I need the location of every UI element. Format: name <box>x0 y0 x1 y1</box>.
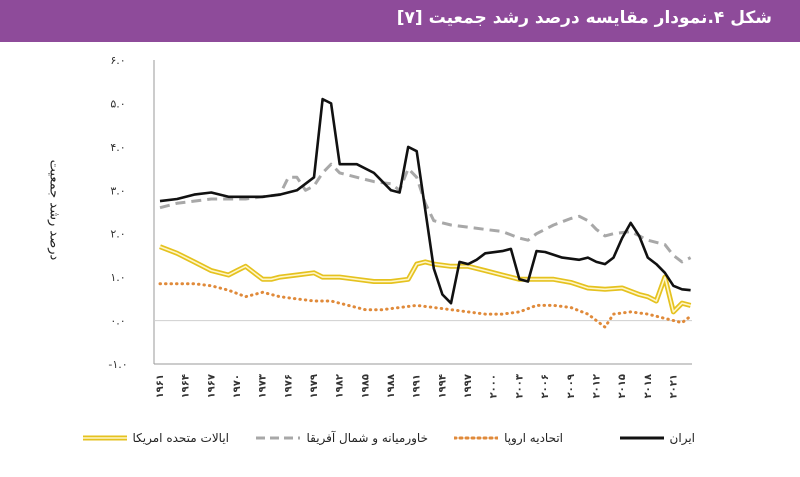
x-tick-label: ۱۹۷۳ <box>258 374 269 398</box>
legend-swatch-mena <box>256 436 301 440</box>
y-tick-label: ۶.۰ <box>110 54 125 67</box>
x-tick-label: ۲۰۱۲ <box>591 374 602 398</box>
legend-swatch-usa <box>82 435 127 441</box>
chart-header-bar: شکل ۴.نمودار مقایسه درصد رشد جمعیت [۷] <box>0 0 800 42</box>
series-layer <box>158 97 693 330</box>
legend-swatch-iran <box>619 436 664 440</box>
x-tick-label: ۱۹۹۴ <box>437 374 448 398</box>
y-tick-label: -۱.۰ <box>108 358 127 371</box>
y-tick-label: ۱.۰ <box>110 271 125 284</box>
series-line-usa-inner <box>159 245 691 313</box>
x-tick-label: ۲۰۰۶ <box>540 374 551 398</box>
legend-label-mena: خاورمیانه و شمال آفریقا <box>306 431 428 445</box>
x-tick-label: ۲۰۲۱ <box>668 374 679 398</box>
x-tick-label: ۱۹۶۴ <box>181 374 192 398</box>
x-tick-label: ۱۹۹۷ <box>463 374 474 398</box>
legend-item-eu: اتحادیه اروپا <box>454 428 563 448</box>
x-tick-label: ۱۹۹۱ <box>412 374 423 398</box>
legend-swatch-eu <box>454 436 499 440</box>
x-tick-label: ۲۰۱۸ <box>643 374 654 398</box>
y-tick-label: ۲.۰ <box>110 228 125 241</box>
legend-label-usa: ایالات متحده امریکا <box>132 431 230 445</box>
x-axis: ۱۹۶۱ ۱۹۶۴ ۱۹۶۷ ۱۹۷۰ ۱۹۷۳ ۱۹۷۶ ۱۹۷۹ ۱۹۸۲ ۱۹۸۵ ۱۹۸۸… <box>154 363 692 398</box>
legend-item-iran: ایران <box>619 428 695 448</box>
legend-label-iran: ایران <box>669 431 695 445</box>
y-axis-label: درصد رشد جمعیت <box>46 159 62 261</box>
x-tick-label: ۱۹۷۹ <box>309 374 320 398</box>
legend: ایران اتحادیه اروپا خاورمیانه و شمال آفر… <box>82 428 695 448</box>
x-tick-label: ۱۹۸۵ <box>360 374 371 398</box>
x-tick-label: ۲۰۰۳ <box>514 374 525 398</box>
x-tick-label: ۱۹۶۷ <box>206 374 217 398</box>
series-line-eu <box>158 282 693 330</box>
series-line-usa <box>159 244 692 315</box>
legend-item-mena: خاورمیانه و شمال آفریقا <box>256 428 428 448</box>
series-line-iran <box>159 97 691 305</box>
y-tick-label: ۵.۰ <box>110 97 125 110</box>
legend-label-eu: اتحادیه اروپا <box>504 431 563 445</box>
y-tick-label: ۳.۰ <box>110 184 125 197</box>
x-tick-label: ۱۹۸۲ <box>335 374 346 398</box>
x-tick-label: ۱۹۷۰ <box>232 374 243 398</box>
x-tick-label: ۲۰۰۹ <box>566 374 577 398</box>
legend-item-usa: ایالات متحده امریکا <box>82 428 230 448</box>
x-tick-label: ۱۹۶۱ <box>155 374 166 398</box>
y-axis: ۶.۰ ۵.۰ ۴.۰ ۳.۰ ۲.۰ ۱.۰ ۰.۰ -۱.۰ <box>108 54 692 371</box>
x-tick-label: ۱۹۷۶ <box>283 374 294 398</box>
y-tick-label: ۰.۰ <box>110 315 125 328</box>
x-tick-label: ۲۰۰۰ <box>489 374 500 398</box>
x-tick-label: ۲۰۱۵ <box>617 374 628 398</box>
y-tick-label: ۴.۰ <box>110 141 125 154</box>
chart-title: شکل ۴.نمودار مقایسه درصد رشد جمعیت [۷] <box>396 8 772 28</box>
x-tick-label: ۱۹۸۸ <box>386 374 397 398</box>
